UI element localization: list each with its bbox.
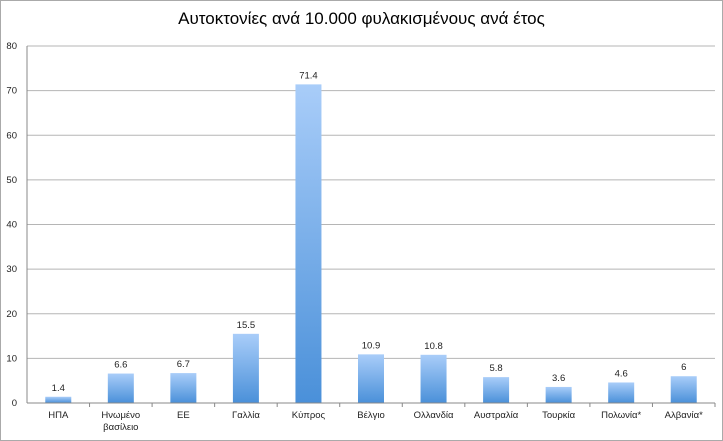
x-tick-label: Πολωνία*	[601, 410, 641, 421]
chart-title: Αυτοκτονίες ανά 10.000 φυλακισμένους ανά…	[178, 9, 545, 28]
y-tick-label: 50	[6, 175, 17, 186]
bar	[295, 84, 322, 403]
bar	[107, 373, 134, 403]
x-tick-label: Ολλανδία	[414, 410, 454, 421]
data-label: 6.6	[114, 360, 127, 371]
bar	[45, 396, 72, 403]
bar	[608, 382, 635, 403]
x-tick-label: Βέλγιο	[357, 410, 384, 421]
x-tick-label: Αλβανία*	[665, 410, 703, 421]
bar	[358, 354, 384, 403]
y-tick-label: 60	[6, 130, 17, 141]
data-label: 15.5	[237, 320, 256, 331]
bar	[420, 354, 447, 403]
data-label: 3.6	[552, 373, 565, 384]
x-tick-label: Γαλλία	[232, 410, 260, 421]
y-tick-label: 80	[6, 41, 17, 52]
data-label: 6.7	[177, 359, 190, 370]
data-label: 71.4	[299, 70, 318, 81]
x-tick-label: Κύπρος	[292, 410, 326, 421]
data-label: 1.4	[52, 383, 65, 394]
y-tick-label: 10	[6, 353, 17, 364]
bar	[670, 376, 697, 403]
y-tick-label: 70	[6, 86, 17, 97]
data-label: 10.8	[424, 341, 443, 352]
y-tick-label: 0	[12, 398, 17, 409]
bar	[545, 386, 572, 403]
x-tick-label: Ηνωμένο βασίλειο	[101, 410, 140, 433]
x-tick-label: Αυστραλία	[474, 410, 519, 421]
x-tick-label: ΗΠΑ	[48, 410, 69, 421]
y-tick-label: 40	[6, 220, 17, 231]
y-tick-label: 30	[6, 264, 17, 275]
x-tick-label: ΕΕ	[177, 410, 190, 421]
bar	[170, 373, 197, 403]
bar	[232, 333, 259, 403]
data-label: 4.6	[615, 368, 628, 379]
data-label: 6	[681, 362, 686, 373]
data-label: 10.9	[362, 340, 381, 351]
x-tick-label: Τουρκία	[542, 410, 576, 421]
y-tick-label: 20	[6, 309, 17, 320]
data-label: 5.8	[489, 363, 502, 374]
bar	[483, 377, 510, 403]
